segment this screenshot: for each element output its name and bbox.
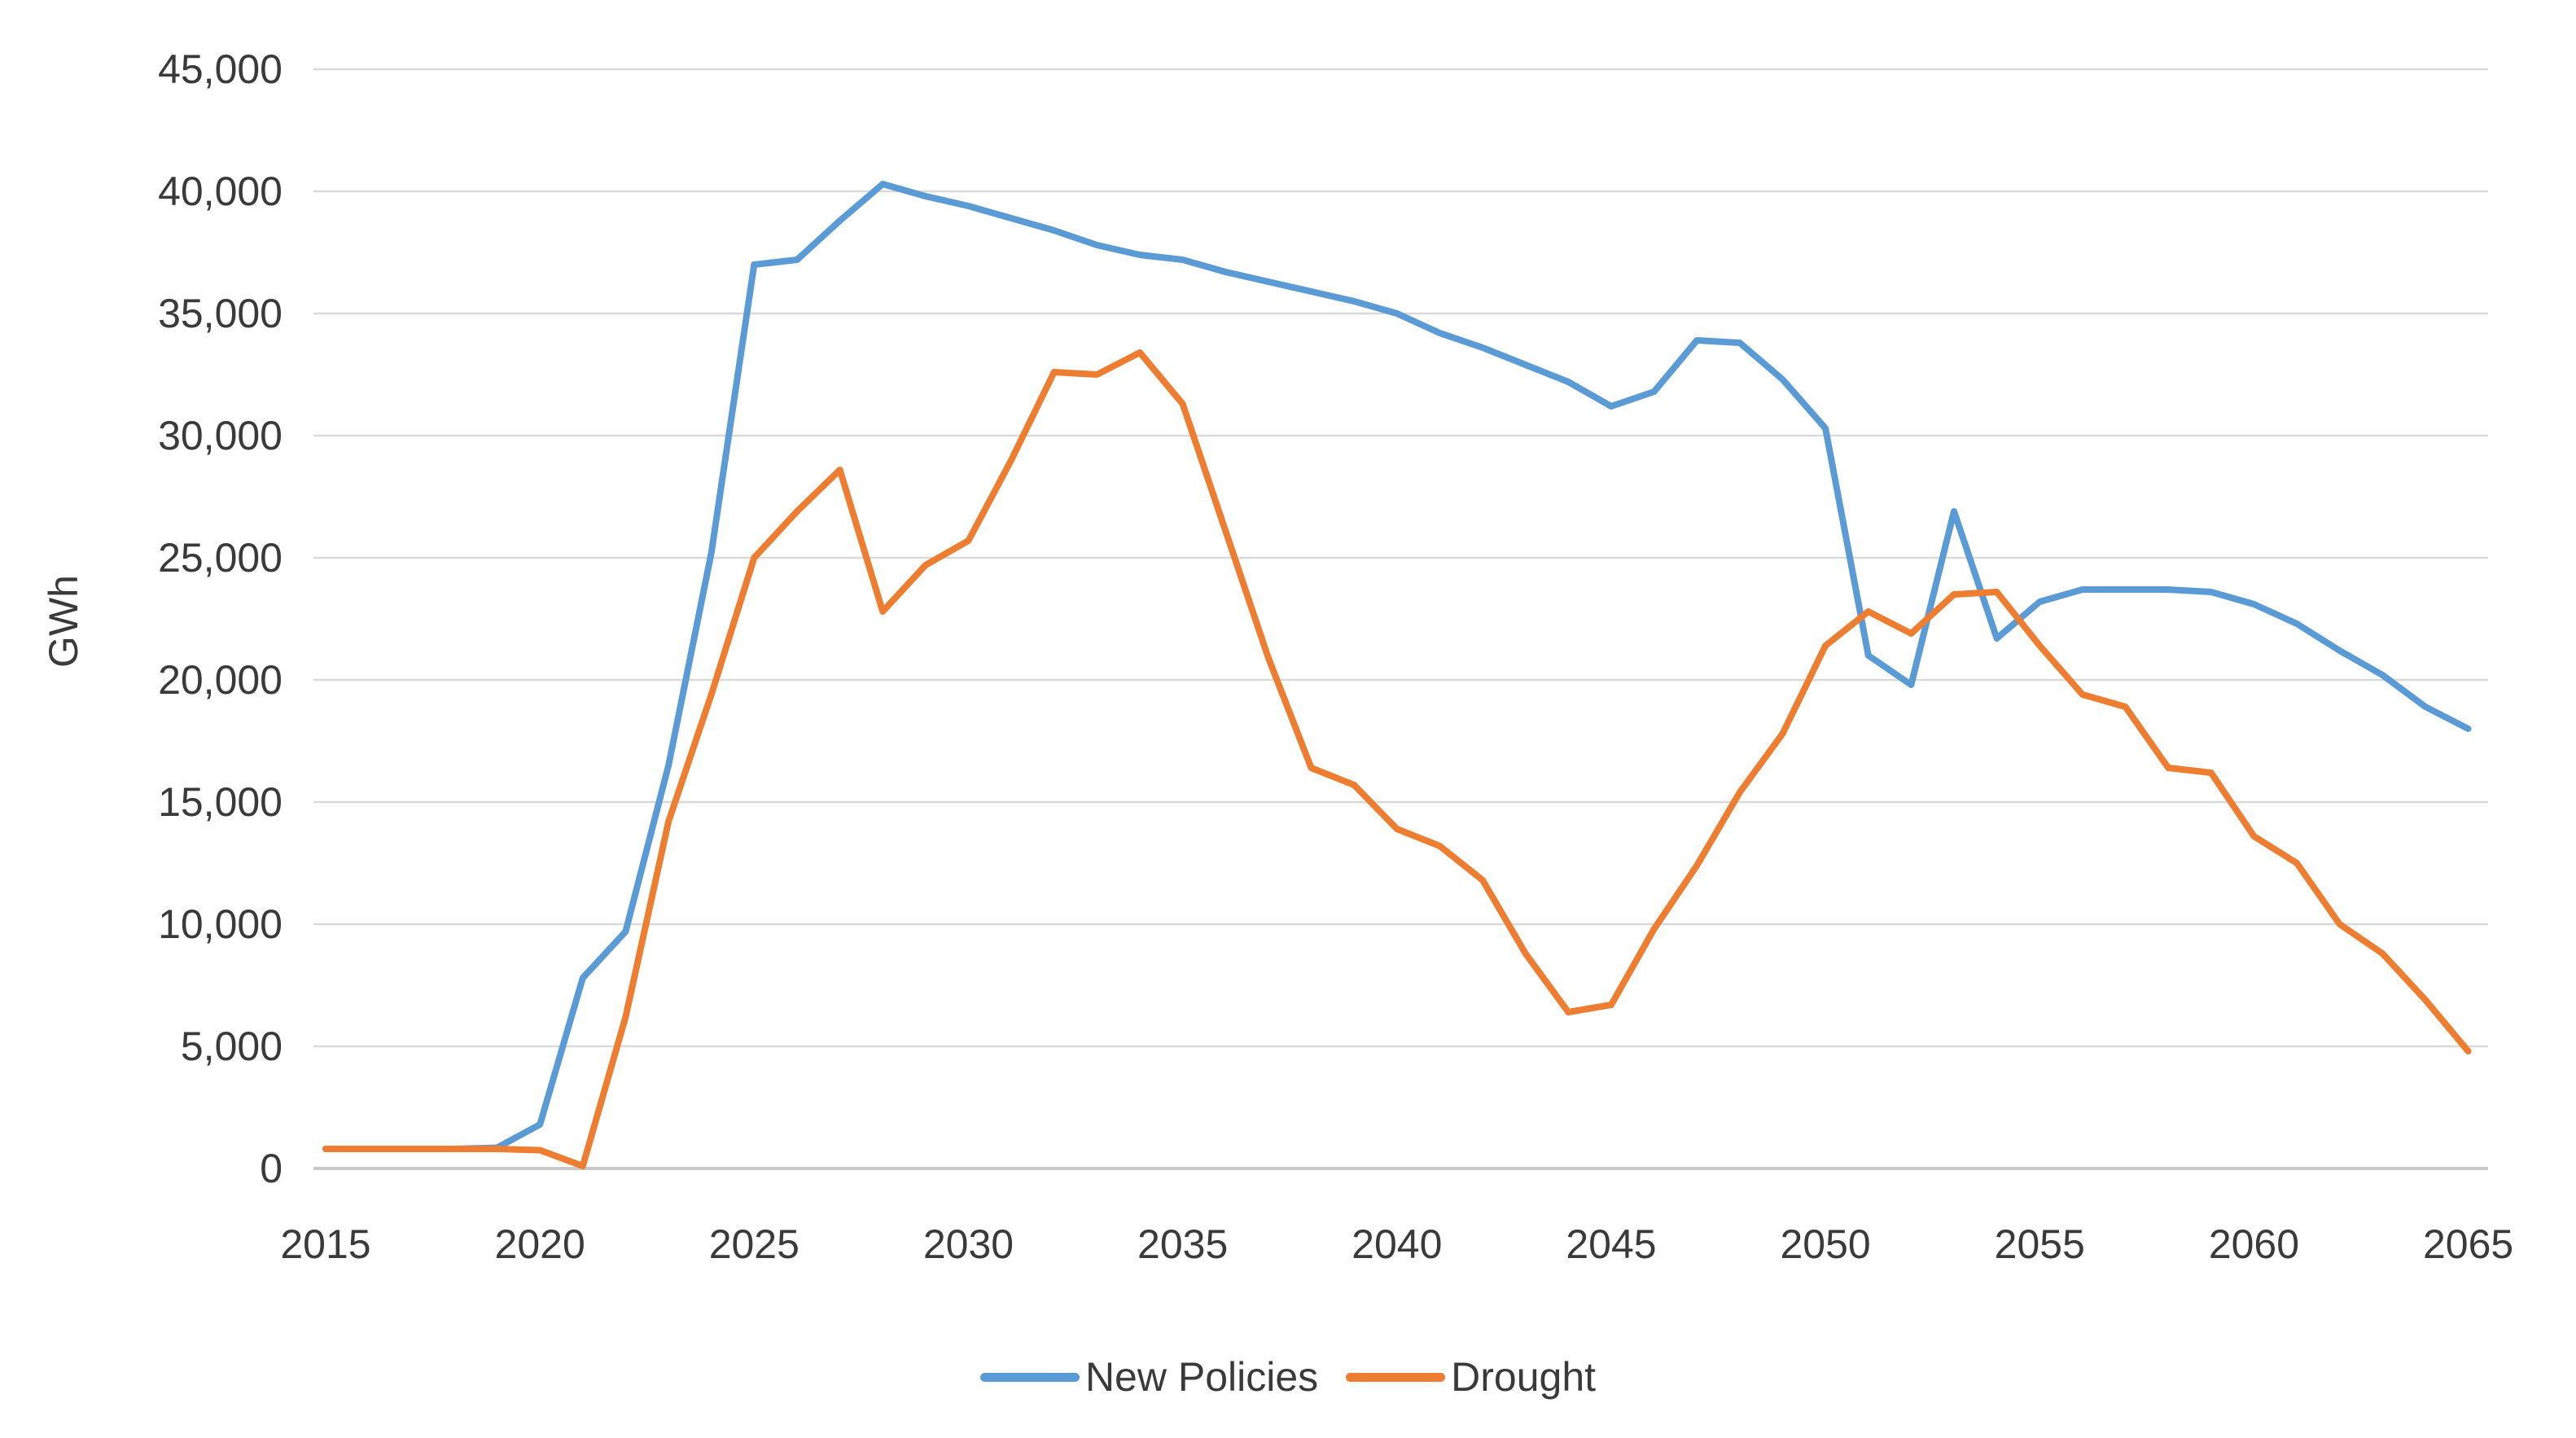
x-tick-label: 2050 — [1781, 1221, 1871, 1267]
y-tick-label: 35,000 — [158, 291, 283, 336]
x-tick-label: 2015 — [280, 1221, 370, 1267]
x-tick-label: 2025 — [709, 1221, 800, 1267]
y-tick-label: 10,000 — [158, 901, 283, 947]
x-tick-label: 2055 — [1995, 1221, 2085, 1267]
legend-label: Drought — [1451, 1354, 1597, 1400]
series-line-drought — [322, 349, 2472, 1169]
y-axis-title: GWh — [41, 575, 86, 668]
x-tick-label: 2040 — [1352, 1221, 1442, 1267]
y-tick-label: 25,000 — [158, 535, 283, 581]
x-tick-label: 2030 — [923, 1221, 1014, 1267]
x-tick-label: 2045 — [1566, 1221, 1656, 1267]
y-tick-label: 30,000 — [158, 413, 283, 458]
legend: New Policies Drought — [0, 1353, 2576, 1401]
x-tick-label: 2065 — [2423, 1221, 2513, 1267]
y-tick-label: 45,000 — [158, 46, 283, 92]
legend-line-swatch-blue — [979, 1372, 1080, 1382]
y-tick-label: 0 — [260, 1146, 283, 1191]
legend-line-swatch-orange — [1346, 1372, 1446, 1382]
series-line-new-policies — [322, 181, 2472, 1152]
y-tick-label: 15,000 — [158, 779, 283, 825]
y-tick-label: 20,000 — [158, 657, 283, 703]
legend-item-new-policies: New Policies — [979, 1353, 1319, 1401]
x-tick-label: 2060 — [2209, 1221, 2299, 1267]
y-tick-label: 40,000 — [158, 169, 283, 214]
y-tick-label: 5,000 — [181, 1024, 283, 1069]
x-tick-label: 2020 — [495, 1221, 585, 1267]
legend-item-drought: Drought — [1346, 1353, 1596, 1401]
x-tick-label: 2035 — [1137, 1221, 1228, 1267]
legend-label: New Policies — [1084, 1354, 1319, 1400]
